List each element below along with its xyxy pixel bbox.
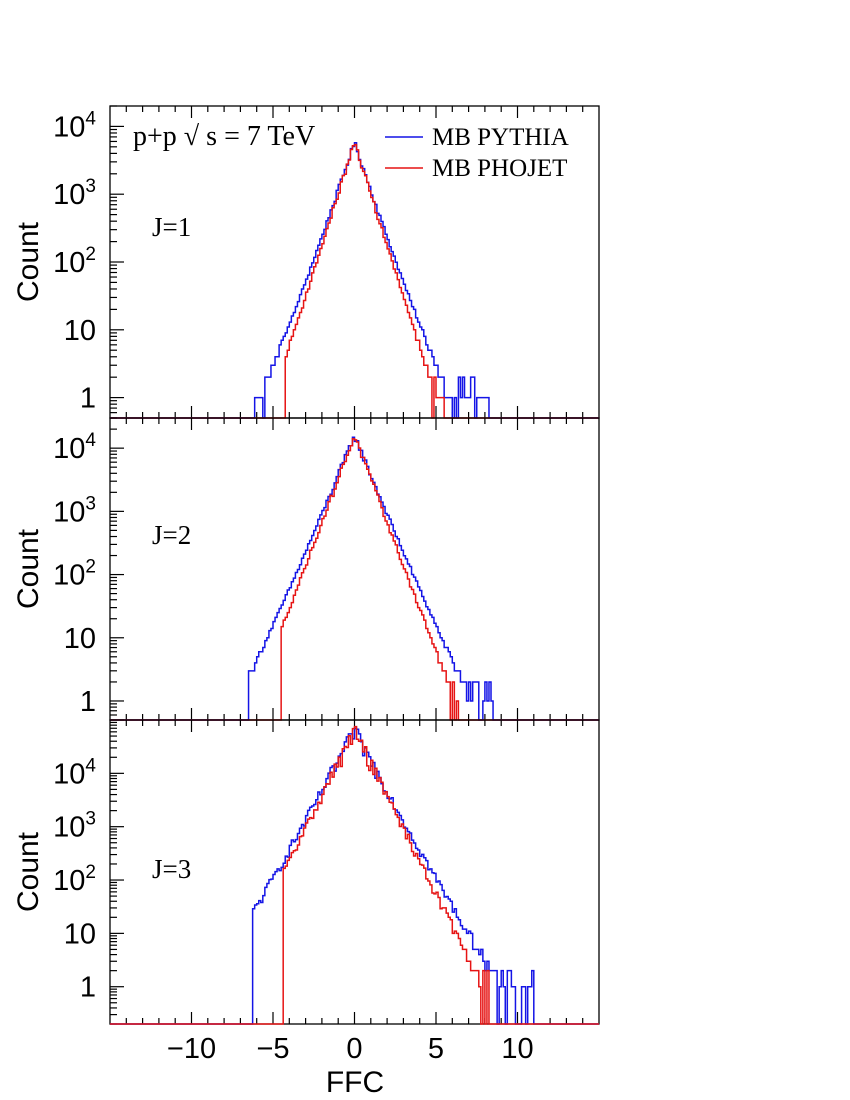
- y-axis-label: Count: [12, 831, 45, 912]
- x-axis-tick-labels: −10 −5 0 5 10: [167, 1033, 534, 1065]
- series-mb-pythia: [110, 142, 599, 419]
- y-tick-label-base: 1: [80, 686, 96, 718]
- x-tick-label: 0: [346, 1033, 362, 1065]
- x-tick-label: −10: [167, 1033, 216, 1065]
- y-tick-label: 1: [80, 972, 96, 1004]
- y-tick-label: 1: [80, 383, 96, 415]
- y-tick-label-base: 10: [64, 315, 96, 347]
- annotation-sqrt-arg: s: [206, 121, 217, 152]
- panel-label: J=3: [152, 854, 191, 884]
- y-axis-label: Count: [12, 221, 45, 302]
- series-mb-phojet: [110, 725, 599, 1025]
- series-mb-phojet: [110, 438, 599, 721]
- panel-label: J=1: [152, 212, 191, 242]
- y-tick-label-base: 1: [80, 972, 96, 1004]
- y-tick-label-base: 10: [53, 496, 85, 528]
- y-tick-label-exponent: 4: [85, 755, 96, 776]
- y-tick-label-exponent: 3: [85, 176, 96, 197]
- y-tick-label-base: 10: [53, 758, 85, 790]
- panel-label: J=2: [152, 520, 191, 550]
- y-tick-label-exponent: 2: [85, 862, 96, 883]
- y-tick-label-exponent: 3: [85, 809, 96, 830]
- x-tick-label: −5: [256, 1033, 289, 1065]
- y-tick-label: 102: [53, 557, 96, 592]
- y-tick-label: 103: [53, 176, 96, 211]
- histogram-series: [110, 142, 599, 419]
- sqrt-sign: √: [184, 121, 200, 152]
- y-tick-label-exponent: 2: [85, 557, 96, 578]
- y-tick-label-base: 10: [53, 111, 85, 143]
- y-tick-label-base: 10: [64, 623, 96, 655]
- y-tick-label-base: 1: [80, 383, 96, 415]
- y-tick-label: 104: [53, 430, 96, 465]
- histogram-series: [110, 436, 599, 721]
- legend: MB PYTHIA MB PHOJET: [385, 124, 569, 182]
- legend-label-pythia: MB PYTHIA: [432, 124, 569, 151]
- x-axis-label: FFC: [326, 1066, 384, 1099]
- series-mb-pythia: [110, 436, 599, 721]
- y-tick-label: 1: [80, 686, 96, 718]
- y-tick-label-base: 10: [53, 247, 85, 279]
- x-tick-label: 5: [428, 1033, 444, 1065]
- y-tick-label: 102: [53, 244, 96, 279]
- y-tick-label: 10: [64, 623, 96, 655]
- y-tick-label-base: 10: [53, 179, 85, 211]
- series-mb-phojet: [110, 143, 599, 419]
- histogram-series: [110, 725, 599, 1025]
- y-tick-label: 104: [53, 108, 96, 143]
- y-tick-label-exponent: 2: [85, 244, 96, 265]
- panel-frame: [109, 105, 600, 419]
- annotation-suffix: = 7 TeV: [224, 121, 315, 152]
- y-tick-label: 102: [53, 862, 96, 897]
- y-tick-label: 10: [64, 918, 96, 950]
- y-tick-label: 103: [53, 493, 96, 528]
- y-tick-label-base: 10: [53, 812, 85, 844]
- y-tick-label-exponent: 4: [85, 430, 96, 451]
- y-tick-label-base: 10: [53, 433, 85, 465]
- x-tick-label: 10: [501, 1033, 533, 1065]
- y-tick-label-base: 10: [64, 918, 96, 950]
- y-tick-label: 103: [53, 809, 96, 844]
- y-axis-label: Count: [12, 528, 45, 609]
- y-tick-label-base: 10: [53, 865, 85, 897]
- legend-label-phojet: MB PHOJET: [432, 155, 567, 182]
- y-tick-label: 10: [64, 315, 96, 347]
- y-tick-label-base: 10: [53, 560, 85, 592]
- annotation-prefix: p+p: [133, 121, 184, 152]
- panel-frame: [109, 417, 600, 721]
- y-tick-label-exponent: 3: [85, 493, 96, 514]
- y-tick-label: 104: [53, 755, 96, 790]
- y-tick-label-exponent: 4: [85, 108, 96, 129]
- collision-annotation: p+p √ s = 7 TeV: [133, 121, 315, 152]
